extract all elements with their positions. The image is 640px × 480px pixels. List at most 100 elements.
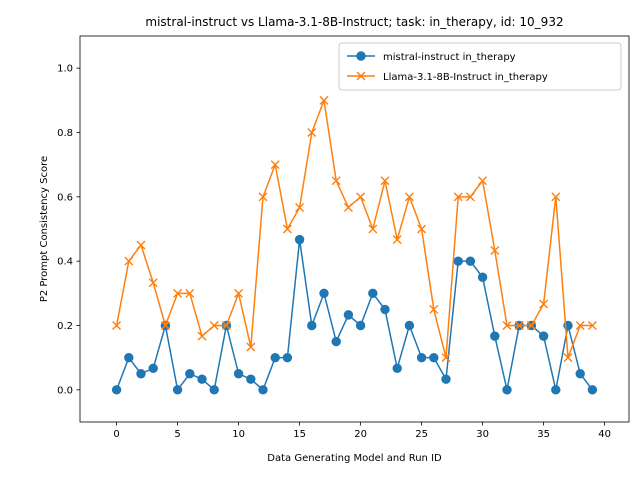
data-point	[234, 288, 244, 298]
x-marker-stroke	[575, 321, 585, 330]
x-marker-stroke	[185, 288, 195, 298]
data-point	[368, 288, 378, 299]
data-point	[112, 321, 122, 330]
series-1	[112, 95, 597, 363]
data-point	[282, 224, 292, 234]
x-marker-stroke	[124, 256, 134, 266]
x-marker-stroke	[404, 192, 414, 202]
x-marker-stroke	[429, 304, 439, 314]
data-point	[551, 385, 561, 395]
data-point	[319, 95, 329, 105]
x-marker-stroke	[526, 321, 536, 330]
data-point	[441, 353, 451, 363]
y-tick-label: 0.0	[57, 385, 73, 396]
data-point	[185, 288, 195, 298]
x-tick-label: 40	[598, 429, 611, 440]
y-tick-label: 0.6	[57, 192, 73, 203]
data-point	[270, 160, 280, 170]
data-point	[477, 272, 488, 282]
x-marker-stroke	[282, 224, 292, 234]
x-tick-label: 35	[537, 429, 550, 440]
data-point	[587, 385, 598, 395]
x-marker-stroke	[465, 192, 475, 202]
x-marker-stroke	[551, 192, 561, 202]
x-marker-stroke	[514, 321, 524, 330]
data-point	[465, 192, 475, 202]
x-marker-stroke	[563, 353, 573, 363]
plot-area	[79, 35, 630, 423]
data-point	[429, 304, 439, 314]
x-marker-stroke	[258, 192, 268, 202]
data-point	[246, 342, 256, 352]
data-point	[563, 353, 573, 363]
x-marker-stroke	[587, 321, 597, 330]
data-point	[307, 128, 317, 137]
x-tick-label: 10	[232, 429, 245, 440]
data-point	[404, 192, 414, 202]
data-point	[148, 278, 158, 288]
x-marker-stroke	[221, 321, 231, 330]
x-marker-stroke	[356, 192, 366, 202]
x-tick-label: 15	[293, 429, 306, 440]
data-point	[356, 192, 366, 202]
data-point	[197, 331, 207, 341]
x-axis-title: Data Generating Model and Run ID	[267, 453, 442, 464]
x-marker-stroke	[209, 321, 219, 330]
x-marker-stroke	[234, 288, 244, 298]
data-point	[160, 321, 170, 330]
x-tick-label: 25	[415, 429, 428, 440]
data-point	[417, 224, 427, 234]
data-point	[185, 369, 195, 379]
data-point	[136, 240, 146, 250]
data-point	[380, 304, 390, 315]
data-point	[221, 321, 231, 330]
data-point	[258, 385, 268, 395]
data-point	[111, 385, 122, 395]
data-point	[380, 176, 390, 186]
legend-box	[338, 42, 622, 91]
data-point	[209, 321, 219, 330]
data-point	[209, 385, 219, 395]
data-point	[478, 176, 488, 186]
data-point	[368, 224, 378, 234]
y-tick-label: 1.0	[57, 64, 73, 75]
series-line	[115, 99, 593, 359]
data-point	[124, 352, 134, 363]
legend: mistral-instruct in_therapy Llama-3.1-8B-…	[338, 42, 622, 91]
data-point	[416, 352, 427, 363]
x-marker-stroke	[368, 224, 378, 234]
y-axis: 0.0 0.2 0.4 0.6 0.8 1.0	[57, 64, 80, 396]
x-marker-stroke	[490, 246, 500, 256]
x-axis: 0 5 10 15 20 25 30 35 40	[113, 422, 611, 440]
data-point	[441, 374, 451, 384]
data-point	[307, 320, 317, 331]
data-point	[575, 321, 585, 330]
legend-marker	[356, 51, 366, 61]
y-tick-label: 0.8	[57, 128, 73, 139]
plot-frame	[79, 35, 630, 423]
data-point	[526, 321, 536, 330]
data-point	[429, 352, 439, 363]
data-point	[319, 288, 329, 299]
y-tick-label: 0.4	[57, 257, 73, 268]
x-marker-stroke	[270, 160, 280, 170]
data-point	[538, 331, 549, 341]
x-marker-stroke	[160, 321, 170, 330]
x-marker-stroke	[136, 240, 146, 250]
x-marker-stroke	[539, 299, 549, 309]
legend-item: Llama-3.1-8B-Instruct in_therapy	[347, 71, 548, 83]
data-point	[282, 352, 293, 363]
legend-label: mistral-instruct in_therapy	[383, 52, 516, 63]
data-point	[453, 192, 463, 202]
data-point	[465, 256, 476, 266]
legend-item: mistral-instruct in_therapy	[347, 51, 516, 63]
data-point	[343, 310, 354, 320]
x-marker-stroke	[331, 176, 341, 186]
data-point	[502, 321, 512, 330]
data-point	[124, 256, 134, 266]
chart-title: mistral-instruct vs Llama-3.1-8B-Instruc…	[145, 15, 563, 29]
x-marker-stroke	[246, 342, 256, 352]
data-point	[392, 363, 402, 373]
x-tick-label: 5	[174, 429, 180, 440]
